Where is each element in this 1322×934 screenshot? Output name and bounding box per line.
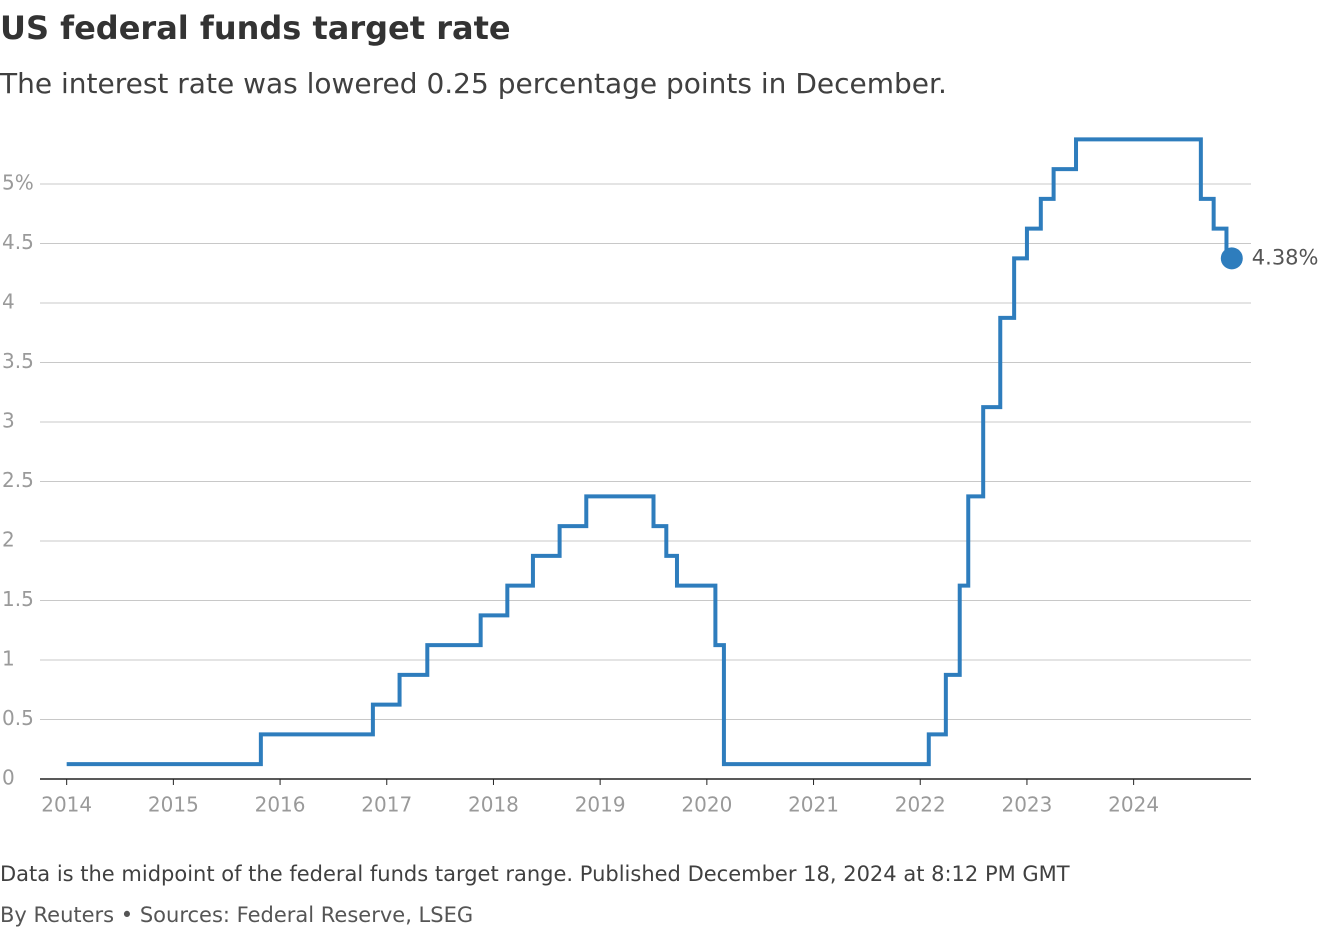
x-tick-label: 2014	[41, 793, 92, 817]
y-tick-label: 1.5	[2, 587, 34, 611]
end-point	[1220, 247, 1243, 270]
y-tick-label: 0	[2, 766, 15, 790]
chart-subtitle: The interest rate was lowered 0.25 perce…	[0, 67, 947, 100]
y-tick-label: 1	[2, 647, 15, 671]
end-label: 4.38%	[1252, 245, 1319, 269]
y-tick-label: 2	[2, 528, 15, 552]
x-tick-label: 2016	[255, 793, 306, 817]
y-tick-label: 0.5	[2, 706, 34, 730]
x-tick-label: 2023	[1001, 793, 1052, 817]
y-tick-label: 4	[2, 290, 15, 314]
x-tick-label: 2017	[361, 793, 412, 817]
y-tick-label: 3	[2, 409, 15, 433]
x-tick-label: 2018	[468, 793, 519, 817]
y-tick-label: 2.5	[2, 468, 34, 492]
x-tick-label: 2020	[681, 793, 732, 817]
y-tick-label: 3.5	[2, 349, 34, 373]
x-tick-label: 2019	[575, 793, 626, 817]
note: Data is the midpoint of the federal fund…	[0, 862, 1070, 886]
x-tick-label: 2022	[895, 793, 946, 817]
x-tick-label: 2024	[1108, 793, 1159, 817]
chart-title: US federal funds target rate	[0, 9, 511, 47]
y-tick-label: 4.5	[2, 230, 34, 254]
rate-line	[66, 137, 1232, 767]
y-tick-label: 5%	[2, 171, 34, 195]
source: By Reuters • Sources: Federal Reserve, L…	[0, 903, 473, 927]
x-tick-label: 2021	[788, 793, 839, 817]
x-tick-label: 2015	[148, 793, 199, 817]
